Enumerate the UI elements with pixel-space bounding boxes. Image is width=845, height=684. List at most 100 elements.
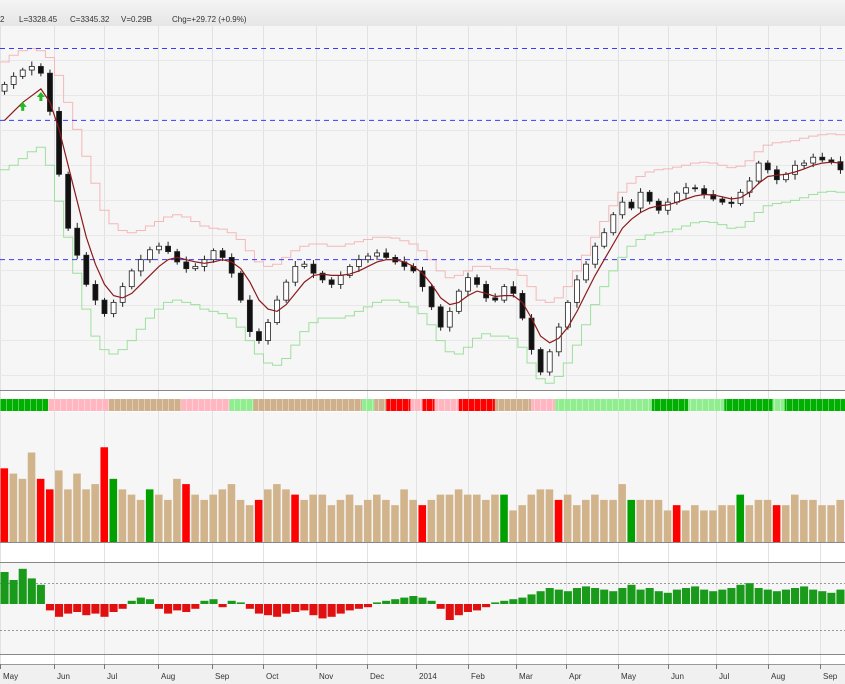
volume-bar — [500, 494, 508, 542]
candle-body — [10, 75, 17, 85]
volume-bar — [836, 499, 844, 542]
volume-bar — [418, 505, 427, 542]
oscillator-bar — [790, 588, 800, 604]
volume-bar — [627, 499, 636, 542]
x-tick-label: 2014 — [419, 672, 437, 681]
volume-bar — [145, 489, 154, 542]
oscillator-bar — [745, 583, 754, 604]
volume-bar — [527, 494, 536, 542]
volume-bar — [191, 494, 199, 542]
volume-bar — [345, 494, 354, 542]
oscillator-bar — [82, 604, 91, 616]
oscillator-bar — [509, 599, 518, 604]
candle-body — [147, 249, 153, 261]
trend-segment — [531, 399, 556, 411]
oscillator-bar — [400, 597, 409, 604]
candle-body — [219, 250, 226, 258]
oscillator-bar — [618, 588, 627, 604]
volume-bar — [681, 510, 690, 542]
oscillator-bar — [263, 604, 273, 616]
oscillator-bar — [118, 604, 127, 609]
volume-bar — [518, 505, 526, 542]
candle-body — [1, 84, 8, 92]
x-tick-label: Nov — [319, 672, 333, 681]
x-axis-ticks: May Jun Jul Aug Sep Oct Nov Dec 2014 Feb Mar Apr May… — [0, 664, 838, 681]
volume-bar — [254, 499, 263, 542]
x-tick-label: Feb — [471, 672, 485, 681]
candle-body — [492, 297, 499, 301]
volume-bar — [91, 484, 99, 542]
candle-body — [510, 286, 517, 294]
volume-bar — [736, 494, 745, 542]
candle-body — [37, 66, 44, 74]
trend-segment — [784, 399, 845, 411]
x-tick-label: Jul — [719, 672, 729, 681]
trend-segment — [48, 399, 109, 411]
candle-body — [664, 201, 671, 211]
trend-segment — [555, 399, 652, 411]
volume-bar — [363, 499, 372, 542]
volume-bar — [109, 478, 118, 542]
oscillator-bar — [645, 588, 654, 604]
volume-bar — [700, 510, 708, 542]
volume-bar — [36, 478, 45, 542]
oscillator-bar — [609, 591, 618, 604]
candle-body — [301, 263, 308, 267]
candle-body — [92, 283, 99, 301]
volume-bar — [727, 505, 735, 542]
candle-body — [383, 252, 390, 258]
oscillator-bar — [482, 604, 491, 608]
trend-segment — [458, 399, 495, 411]
oscillator-bar — [472, 604, 482, 611]
volume-bar — [645, 499, 654, 542]
candle-body — [165, 245, 171, 252]
volume-bar — [718, 505, 726, 542]
oscillator-bar — [772, 591, 781, 604]
candle-body — [137, 259, 144, 272]
oscillator-bar — [736, 584, 745, 604]
volume-bar — [373, 494, 381, 542]
volume-bar — [691, 505, 699, 542]
volume-bar — [82, 489, 90, 542]
volume-bar — [591, 494, 599, 542]
oscillator-bar — [718, 589, 727, 604]
trend-segment — [229, 399, 254, 411]
candle-body — [474, 277, 480, 285]
candle-body — [601, 232, 608, 247]
candle-body — [501, 286, 508, 301]
candle-body — [728, 201, 735, 204]
volume-bar — [609, 499, 617, 542]
oscillator-bar — [91, 604, 100, 614]
trend-segment — [772, 399, 785, 411]
buy-arrow — [18, 101, 27, 111]
volume-bar — [164, 499, 172, 542]
volume-bar — [9, 473, 18, 542]
candle-body — [574, 279, 580, 303]
volume-bar — [436, 494, 445, 542]
x-tick-label: May — [3, 672, 18, 681]
candle-body — [428, 286, 435, 308]
candle-body — [337, 275, 344, 285]
volume-bar — [809, 499, 817, 542]
oscillator-bar — [572, 588, 582, 604]
oscillator-bar — [536, 591, 545, 604]
x-tick-label: Sep — [215, 672, 230, 681]
x-tick-label: Jul — [107, 672, 117, 681]
oscillator-bar — [681, 588, 691, 604]
oscillator-histogram — [0, 568, 845, 631]
oscillator-bar — [454, 604, 463, 616]
candle-body — [28, 66, 35, 71]
oscillator-bar — [709, 591, 718, 604]
candle-body — [228, 257, 235, 274]
volume-bar — [309, 494, 318, 542]
volume-bar — [491, 494, 499, 542]
oscillator-bar — [463, 604, 472, 612]
oscillator-bar — [554, 589, 563, 604]
trend-segment — [253, 399, 363, 411]
oscillator-bar — [445, 604, 454, 620]
oscillator-bar — [45, 604, 55, 611]
candle-body — [628, 201, 635, 209]
volume-bar — [563, 494, 572, 542]
candle-body — [837, 161, 844, 171]
